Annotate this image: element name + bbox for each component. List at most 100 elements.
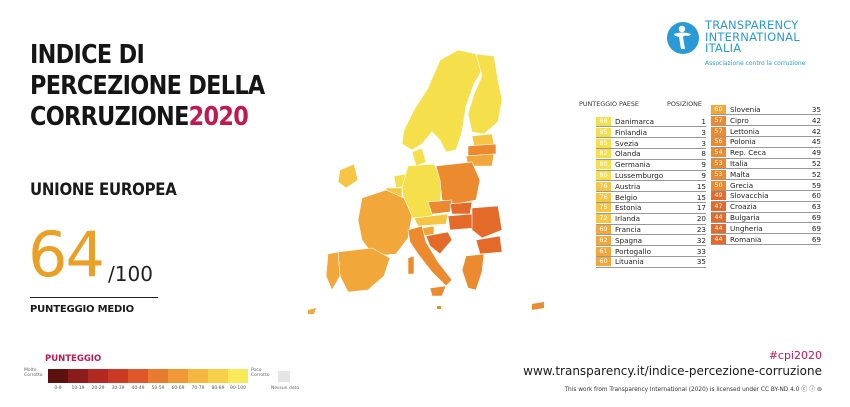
title-line-1: INDICE DI [30, 40, 145, 70]
country-name: Belgio [615, 192, 638, 202]
table-row: 57 Cipro 42 [711, 115, 821, 126]
license-statement: This work from Transparency Internationa… [564, 387, 800, 393]
legend-range-label: 40-49 [131, 386, 145, 391]
score-badge: 75 [596, 203, 611, 213]
row-divider [596, 126, 706, 127]
legend-title: PUNTEGGIO [45, 354, 102, 364]
row-divider [711, 168, 821, 169]
legend-swatch [208, 369, 228, 383]
country-name: Francia [615, 225, 641, 234]
country-rank: 69 [811, 213, 821, 222]
row-divider [711, 157, 821, 159]
table-row: 85 Svezia 3 [596, 138, 706, 149]
row-divider [711, 125, 821, 126]
website-url[interactable]: www.transparency.it/indice-percezione-co… [523, 364, 822, 378]
row-divider [596, 266, 706, 268]
table-row: 80 Germania 9 [596, 160, 706, 171]
map-france [357, 189, 413, 257]
table-row: 75 Estonia 17 [596, 203, 706, 214]
country-name: Lussemburgo [615, 171, 664, 180]
map-ireland [337, 163, 359, 189]
legend-right-label: Poco Corrotto [251, 368, 269, 378]
cc-icons: ⓒ ⓘ ⊜ [801, 386, 822, 393]
row-divider [711, 233, 821, 234]
map-hungary [447, 213, 475, 231]
map-sardinia [407, 255, 415, 275]
region-label: UNIONE EUROPEA [30, 180, 177, 200]
legend-swatch [108, 369, 128, 383]
country-name: Germania [615, 160, 651, 170]
country-name: Lituania [615, 257, 644, 267]
row-divider [596, 212, 706, 214]
score-badge: 54 [711, 148, 726, 158]
score-badge: 85 [596, 127, 611, 137]
map-norway-sweden [401, 49, 483, 153]
header-score: PUNTEGGIO [579, 100, 618, 108]
country-name: Grecia [730, 180, 754, 190]
country-rank: 33 [696, 246, 706, 256]
map-malta [437, 306, 441, 309]
legend-swatch [228, 369, 248, 383]
row-divider [711, 136, 821, 137]
score-badge: 44 [711, 234, 726, 244]
country-name: Olanda [615, 149, 641, 159]
score-badge: 85 [596, 138, 611, 148]
country-rank: 1 [701, 117, 706, 126]
score-badge: 53 [711, 159, 726, 168]
country-rank: 35 [811, 105, 821, 114]
table-row: 69 Francia 23 [596, 225, 706, 235]
score-badge: 82 [596, 149, 611, 159]
table-row: 82 Olanda 8 [596, 149, 706, 160]
legend-swatch [68, 369, 88, 383]
table-row: 54 Rep. Ceca 49 [711, 148, 821, 159]
ti-italia-logo[interactable]: TRANSPARENCY INTERNATIONAL ITALIA Associ… [665, 19, 835, 72]
legend-range-label: 10-19 [71, 386, 85, 391]
legend-swatch [88, 369, 108, 383]
title-year: 2020 [188, 102, 249, 132]
country-name: Italia [730, 159, 748, 168]
eu-choropleth-map [308, 49, 544, 314]
table-row: 76 Belgio 15 [596, 192, 706, 203]
country-rank: 20 [696, 214, 706, 224]
country-name: Cipro [730, 115, 749, 125]
country-rank: 9 [701, 171, 706, 180]
legend-right-label-2: Corrotto [251, 373, 270, 378]
map-cyprus [532, 302, 544, 310]
map-bulgaria [475, 235, 503, 255]
table-row: 56 Polonia 45 [711, 137, 821, 148]
row-divider [711, 244, 821, 245]
legend-range-label: 30-39 [111, 386, 125, 391]
country-rank: 35 [696, 257, 706, 267]
country-rank: 8 [701, 149, 706, 159]
country-name: Romania [730, 234, 762, 244]
map-denmark [411, 147, 427, 167]
country-name: Rep. Ceca [730, 148, 767, 158]
title-word: CORRUZIONE [30, 102, 189, 132]
map-greece [461, 253, 485, 291]
table-row: 50 Grecia 59 [711, 180, 821, 191]
score-badge: 57 [711, 126, 726, 136]
legend-swatch [128, 369, 148, 383]
score-badge: 80 [596, 160, 611, 170]
license-text: This work from Transparency Internationa… [565, 384, 823, 393]
score-badge: 62 [596, 235, 611, 245]
hashtag[interactable]: #cpi2020 [768, 349, 822, 362]
row-divider [596, 137, 706, 138]
table-row: 72 Irlanda 20 [596, 214, 706, 225]
legend-range-label: 90-100 [230, 386, 246, 391]
score-badge: 50 [711, 180, 726, 190]
table-row: 57 Lettonia 42 [711, 126, 821, 137]
country-rank: 52 [811, 159, 821, 168]
country-name: Malta [730, 169, 750, 179]
country-name: Bulgaria [730, 213, 760, 222]
row-divider [596, 256, 706, 257]
score-badge: 88 [596, 117, 611, 126]
table-row: 49 Slovacchia 60 [711, 191, 821, 202]
table-row: 47 Croazia 63 [711, 202, 821, 213]
table-row: 80 Lussemburgo 9 [596, 171, 706, 181]
header-country: PAESE [619, 100, 639, 108]
legend-swatch [188, 369, 208, 383]
country-rank: 17 [696, 203, 706, 213]
country-rank: 9 [701, 160, 706, 170]
table-row: 76 Austria 15 [596, 181, 706, 192]
